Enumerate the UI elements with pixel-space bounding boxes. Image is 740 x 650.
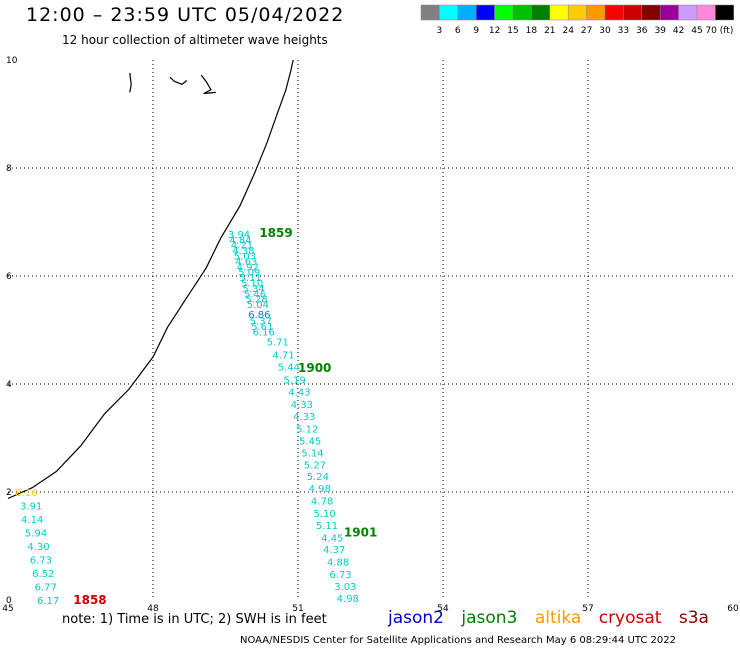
x-tick-label: 45 (2, 604, 13, 612)
wave-height-label: 5.71 (267, 337, 289, 348)
y-tick-label: 4 (6, 380, 12, 390)
x-tick-label: 54 (437, 604, 449, 612)
wave-height-label: 4.98 (309, 484, 331, 495)
wave-height-label: 5.61 (251, 322, 273, 333)
island-outline (169, 76, 188, 85)
colorbar-label: 24 (562, 26, 574, 36)
color-scale-bar: 3 6 9 12 15 18 21 24 27 30 33 36 39 42 45 70 (ft) (420, 4, 735, 36)
wave-height-label: 5.09 (238, 268, 260, 279)
wave-height-label: 4.78 (311, 497, 333, 508)
colorbar-label: 30 (599, 26, 611, 36)
x-tick-label: 48 (147, 604, 159, 612)
legend-cryosat: cryosat (598, 608, 662, 628)
colorbar-swatch (715, 4, 735, 21)
wave-height-label: 5.04 (247, 300, 269, 311)
wave-height-label: 4.84 (229, 235, 251, 246)
colorbar-label: 3 (437, 26, 443, 36)
wave-height-label: 4.33 (293, 412, 315, 423)
wave-height-label: 6.16 (253, 328, 275, 339)
x-tick-label: 51 (292, 604, 303, 612)
legend-jason2: jason2 (388, 608, 444, 628)
colorbar-label: 21 (544, 26, 555, 36)
wave-height-map: 45 48 51 54 57 6002468103.944.844.214.385.034… (2, 56, 739, 612)
wave-height-label: 6.86 (248, 310, 270, 321)
wave-height-label: 6.77 (35, 583, 57, 594)
wave-height-label: 4.43 (288, 388, 310, 399)
y-tick-label: 2 (6, 488, 12, 498)
colorbar-label: 70 (ft) (705, 26, 733, 36)
wave-height-label: 5.12 (296, 424, 318, 435)
wave-height-label: 5.24 (307, 472, 329, 483)
colorbar-label: 42 (673, 26, 684, 36)
wave-height-label: 4.37 (323, 545, 345, 556)
pass-time-label: 1901 (344, 526, 377, 540)
wave-height-label: 8.16 (15, 488, 37, 499)
wave-height-label: 6.52 (32, 569, 54, 580)
footer-note: note: 1) Time is in UTC; 2) SWH is in fe… (62, 612, 327, 627)
wave-height-label: 5.11 (316, 521, 338, 532)
y-tick-label: 10 (6, 56, 18, 66)
wave-height-label: 4.38 (232, 246, 254, 257)
island-outline (200, 74, 216, 95)
y-tick-label: 6 (6, 272, 12, 282)
wave-height-label: 4.71 (272, 350, 294, 361)
wave-height-label: 5.19 (284, 376, 306, 387)
colorbar-label: 18 (526, 26, 538, 36)
wave-height-label: 4.30 (27, 542, 49, 553)
wave-height-label: 5.14 (301, 449, 323, 460)
pass-time-label: 1859 (259, 226, 292, 240)
colorbar-label: 15 (507, 26, 518, 36)
wave-height-label: 5.34 (242, 284, 264, 295)
wave-height-label: 5.94 (25, 529, 47, 540)
wave-height-label: 5.10 (241, 278, 263, 289)
wave-height-label: 5.11 (240, 273, 262, 284)
wave-height-label: 5.37 (250, 316, 272, 327)
legend-s3a: s3a (678, 608, 709, 628)
wave-height-label: 5.27 (304, 460, 326, 471)
pass-time-label: 1858 (73, 593, 106, 607)
wave-height-label: 4.45 (321, 533, 343, 544)
chart-subtitle: 12 hour collection of altimeter wave hei… (62, 33, 328, 47)
chart-title: 12:00 – 23:59 UTC 05/04/2022 (26, 4, 345, 26)
wave-height-label: 4.88 (327, 558, 349, 569)
wave-height-label: 3.91 (20, 502, 42, 513)
colorbar-label: 27 (581, 26, 592, 36)
wave-height-label: 5.44 (278, 363, 300, 374)
wave-height-label: 4.92 (237, 262, 259, 273)
coastline (7, 59, 294, 500)
wave-height-label: 5.10 (313, 509, 335, 520)
x-tick-label: 60 (727, 604, 739, 612)
wave-height-label: 6.73 (329, 570, 351, 581)
colorbar-label: 45 (691, 26, 702, 36)
wave-height-label: 6.17 (37, 596, 59, 607)
wave-height-label: 4.98 (337, 594, 359, 605)
colorbar-label: 12 (489, 26, 500, 36)
wave-height-label: 4.33 (291, 400, 313, 411)
pass-time-label: 1900 (298, 361, 331, 375)
wave-height-label: 5.45 (299, 437, 321, 448)
wave-height-label: 3.94 (228, 230, 250, 241)
wave-height-label: 4.21 (231, 241, 253, 252)
colorbar-label: 36 (636, 26, 648, 36)
footer-credits: NOAA/NESDIS Center for Satellite Applica… (240, 635, 676, 646)
wave-height-label: 3.03 (334, 582, 356, 593)
y-tick-label: 8 (6, 164, 12, 174)
satellite-legend: jason2 jason3 altika cryosat s3a (388, 608, 721, 628)
wave-height-label: 5.03 (234, 251, 256, 262)
wave-height-label: 6.73 (30, 556, 52, 567)
legend-jason3: jason3 (461, 608, 518, 628)
wave-height-label: 4.14 (21, 515, 43, 526)
island-outline (129, 72, 132, 93)
colorbar-label: 6 (455, 26, 461, 36)
colorbar-label: 39 (654, 26, 666, 36)
legend-altika: altika (534, 608, 582, 628)
wave-height-label: 5.46 (244, 289, 266, 300)
y-tick-label: 0 (6, 596, 12, 606)
wave-height-label: 4.63 (235, 257, 257, 268)
colorbar-label: 9 (473, 26, 479, 36)
colorbar-label: 33 (618, 26, 629, 36)
x-tick-label: 57 (582, 604, 593, 612)
wave-height-label: 5.28 (245, 295, 267, 306)
